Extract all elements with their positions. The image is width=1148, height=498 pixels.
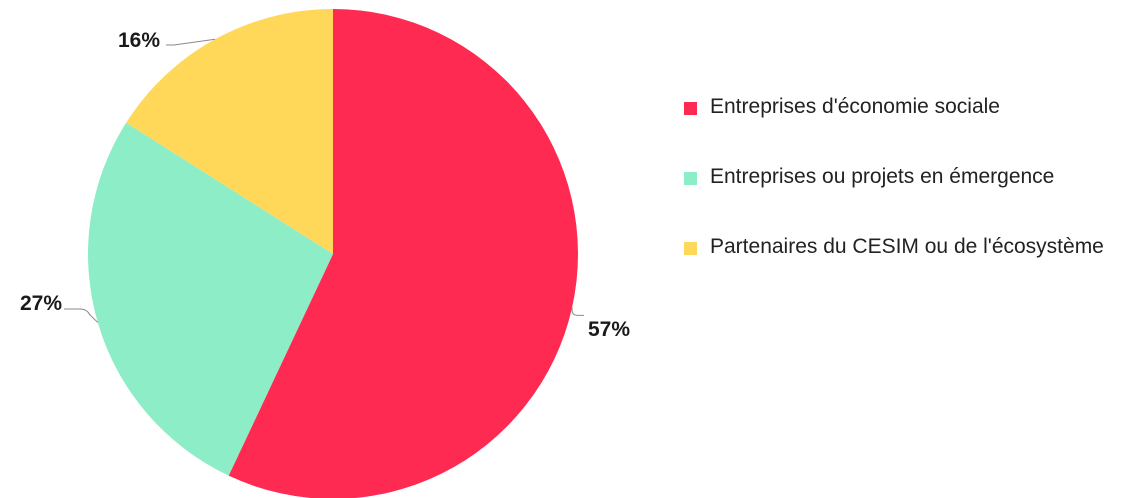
label-economie-sociale: 57% [588, 318, 630, 341]
legend-item-partenaires: Partenaires du CESIM ou de l'écosystème [684, 234, 1144, 260]
legend-swatch [684, 242, 697, 255]
slice-emergence [87, 122, 334, 476]
slice-economie-sociale [228, 9, 578, 498]
label-partenaires: 16% [118, 29, 160, 52]
leader-line [166, 38, 216, 46]
legend-swatch [684, 172, 697, 185]
legend-item-economie-sociale: Entreprises d'économie sociale [684, 94, 1144, 120]
slice-partenaires [126, 9, 333, 254]
legend-label: Entreprises ou projets en émergence [710, 165, 1055, 188]
legend-swatch [684, 102, 697, 115]
legend-label: Partenaires du CESIM ou de l'écosystème [710, 235, 1104, 258]
legend-item-emergence: Entreprises ou projets en émergence [684, 164, 1144, 190]
leader-line [64, 308, 99, 323]
leader-line [571, 307, 584, 316]
label-emergence: 27% [20, 292, 62, 315]
legend: Entreprises d'économie sociale Entrepris… [684, 94, 1144, 260]
legend-label: Entreprises d'économie sociale [710, 95, 1000, 118]
